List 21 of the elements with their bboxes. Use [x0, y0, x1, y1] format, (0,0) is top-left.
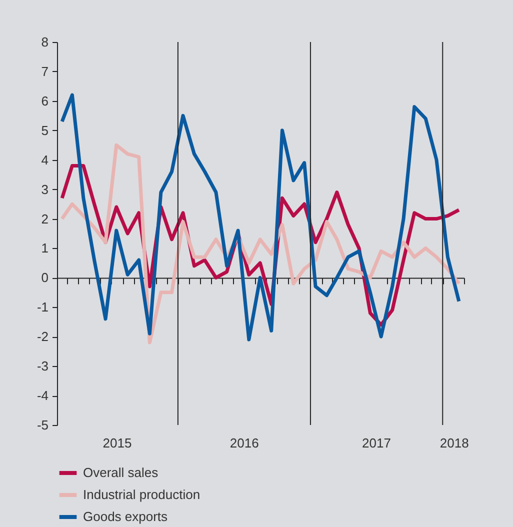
legend-label: Overall sales	[83, 465, 159, 480]
x-tick-label: 2018	[440, 436, 469, 450]
y-tick-label: 1	[41, 240, 48, 256]
y-tick-label: -2	[36, 329, 48, 344]
y-tick-label: -3	[36, 358, 48, 374]
y-tick-label: 7	[41, 64, 48, 79]
y-tick-label: 6	[41, 93, 48, 108]
x-tick-label: 2016	[230, 436, 259, 450]
x-tick-label: 2017	[362, 436, 391, 450]
y-tick-label: 5	[41, 122, 48, 138]
legend-label: Goods exports	[83, 509, 168, 524]
y-tick-label: 2	[41, 211, 48, 226]
y-tick-label: 4	[41, 152, 48, 168]
y-tick-label: -5	[36, 418, 48, 432]
y-tick-label: 8	[41, 34, 48, 50]
y-tick-label: -1	[36, 300, 48, 315]
x-tick-label: 2015	[102, 436, 132, 450]
y-tick-label: -4	[36, 388, 48, 404]
y-tick-label: 0	[41, 270, 48, 286]
legend-label: Industrial production	[83, 487, 200, 502]
y-tick-label: 3	[41, 182, 48, 197]
